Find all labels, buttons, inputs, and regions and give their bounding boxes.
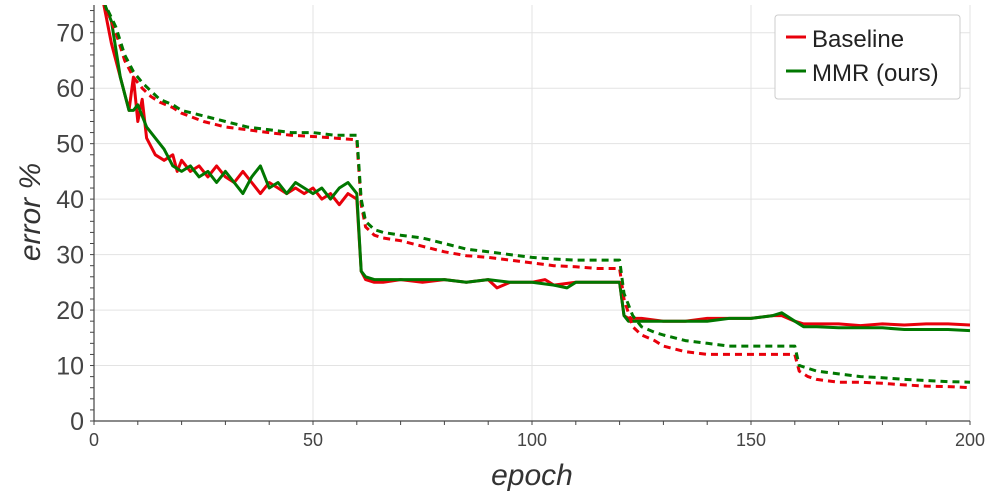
y-tick-label: 60 [56,75,84,103]
series-lines [102,5,970,390]
x-axis-title: epoch [491,459,573,492]
legend-box [774,14,961,100]
x-tick-label: 50 [303,430,323,450]
x-tick-label: 150 [736,430,766,450]
tick-labels: 0 50 100 150 200 0 10 20 30 40 50 60 70 [56,20,985,450]
y-tick-label: 70 [56,20,84,48]
y-tick-label: 10 [56,353,84,381]
x-tick-label: 200 [955,430,985,450]
legend-label-mmr: MMR (ours) [812,60,939,87]
y-tick-label: 0 [70,408,84,436]
y-axis-title: error % [14,163,47,261]
axes [90,5,971,425]
y-tick-label: 50 [56,131,84,159]
y-tick-label: 40 [56,186,84,214]
x-tick-label: 0 [89,430,99,450]
legend-label-baseline: Baseline [812,26,904,53]
legend: Baseline MMR (ours) [774,14,961,100]
series-line-solid-1 [103,5,970,333]
grid [93,5,971,422]
y-tick-label: 30 [56,242,84,270]
series-line-dashed-2 [103,5,970,390]
y-tick-label: 20 [56,297,84,325]
series-line-dashed-3 [103,5,970,384]
x-tick-label: 100 [517,430,547,450]
